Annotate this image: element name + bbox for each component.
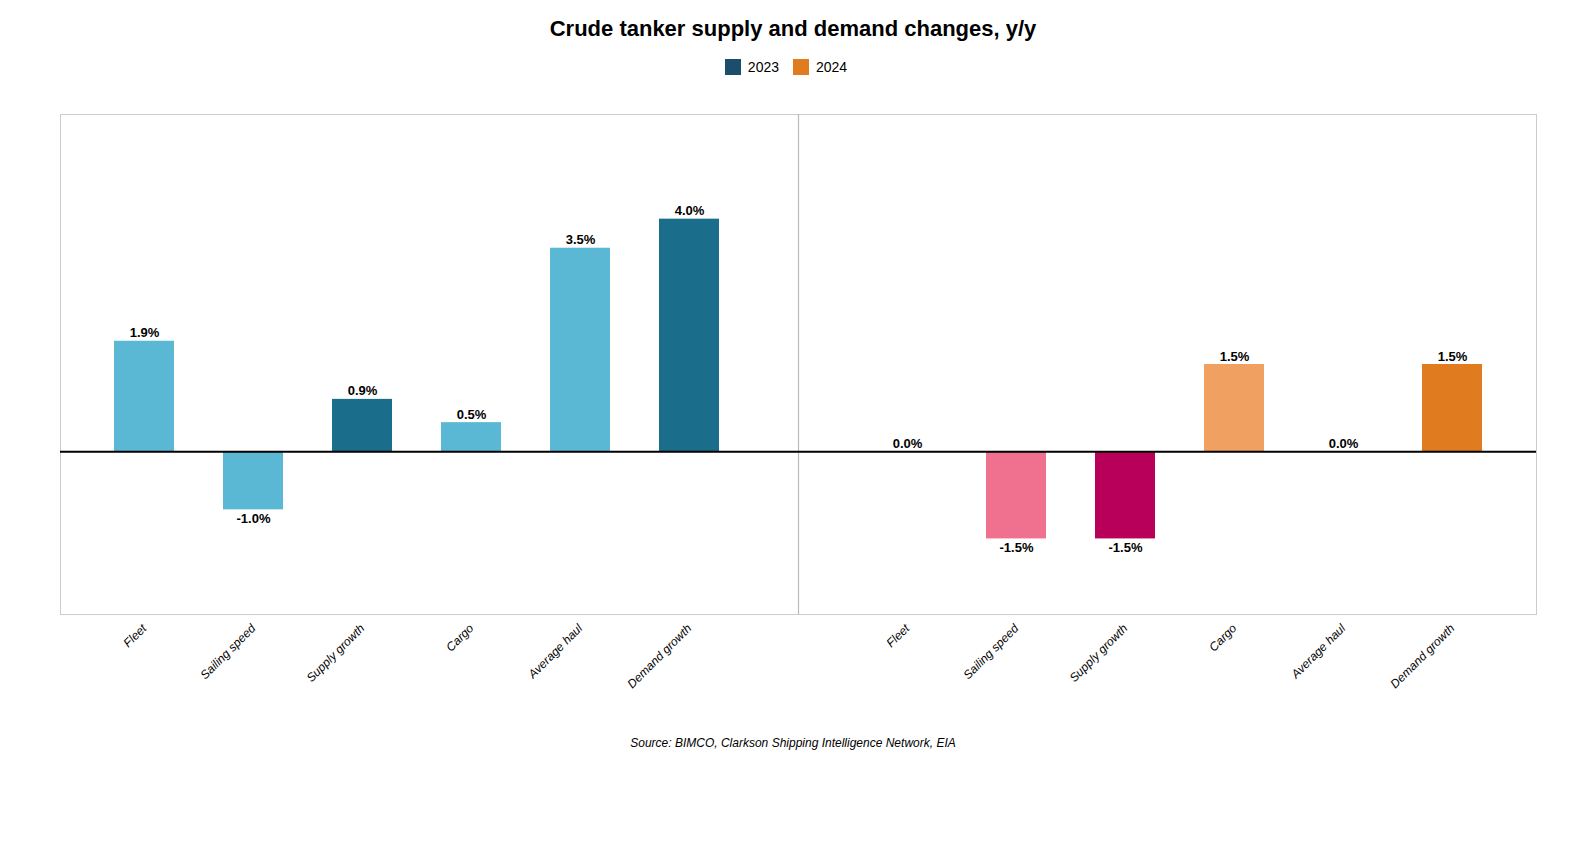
svg-text:Supply growth: Supply growth bbox=[1067, 621, 1131, 685]
svg-text:Sailing speed: Sailing speed bbox=[197, 621, 258, 682]
svg-text:Supply growth: Supply growth bbox=[304, 621, 368, 685]
svg-text:-1.5%: -1.5% bbox=[1109, 540, 1143, 555]
svg-text:0.0%: 0.0% bbox=[1329, 436, 1359, 451]
svg-text:Cargo: Cargo bbox=[443, 621, 476, 654]
svg-text:Average haul: Average haul bbox=[525, 621, 586, 682]
svg-text:Fleet: Fleet bbox=[121, 621, 150, 650]
svg-text:1.9%: 1.9% bbox=[130, 325, 160, 340]
svg-text:Cargo: Cargo bbox=[1206, 621, 1239, 654]
html-text:Crude tanker supply and demand: Crude tanker supply and demand changes, … bbox=[549, 16, 1037, 41]
svg-text:-1.5%: -1.5% bbox=[1000, 540, 1034, 555]
svg-text:0.0%: 0.0% bbox=[893, 436, 923, 451]
svg-text:Demand growth: Demand growth bbox=[625, 621, 695, 691]
svg-text:Fleet: Fleet bbox=[884, 621, 913, 650]
html-text:2024: 2024 bbox=[816, 58, 848, 75]
svg-text:0.5%: 0.5% bbox=[457, 407, 487, 422]
svg-text:4.0%: 4.0% bbox=[675, 203, 705, 218]
svg-text:3.5%: 3.5% bbox=[566, 232, 596, 247]
svg-text:Sailing speed: Sailing speed bbox=[960, 621, 1021, 682]
svg-text:-1.0%: -1.0% bbox=[237, 511, 271, 526]
svg-text:0.9%: 0.9% bbox=[348, 383, 378, 398]
svg-text:1.5%: 1.5% bbox=[1220, 349, 1250, 364]
html-text:Source: BIMCO, Clarkson Shippi: Source: BIMCO, Clarkson Shipping Intelli… bbox=[630, 736, 956, 750]
html-text:2023: 2023 bbox=[747, 58, 779, 75]
svg-text:Demand growth: Demand growth bbox=[1388, 621, 1458, 691]
svg-text:1.5%: 1.5% bbox=[1438, 349, 1468, 364]
svg-text:Average haul: Average haul bbox=[1288, 621, 1349, 682]
